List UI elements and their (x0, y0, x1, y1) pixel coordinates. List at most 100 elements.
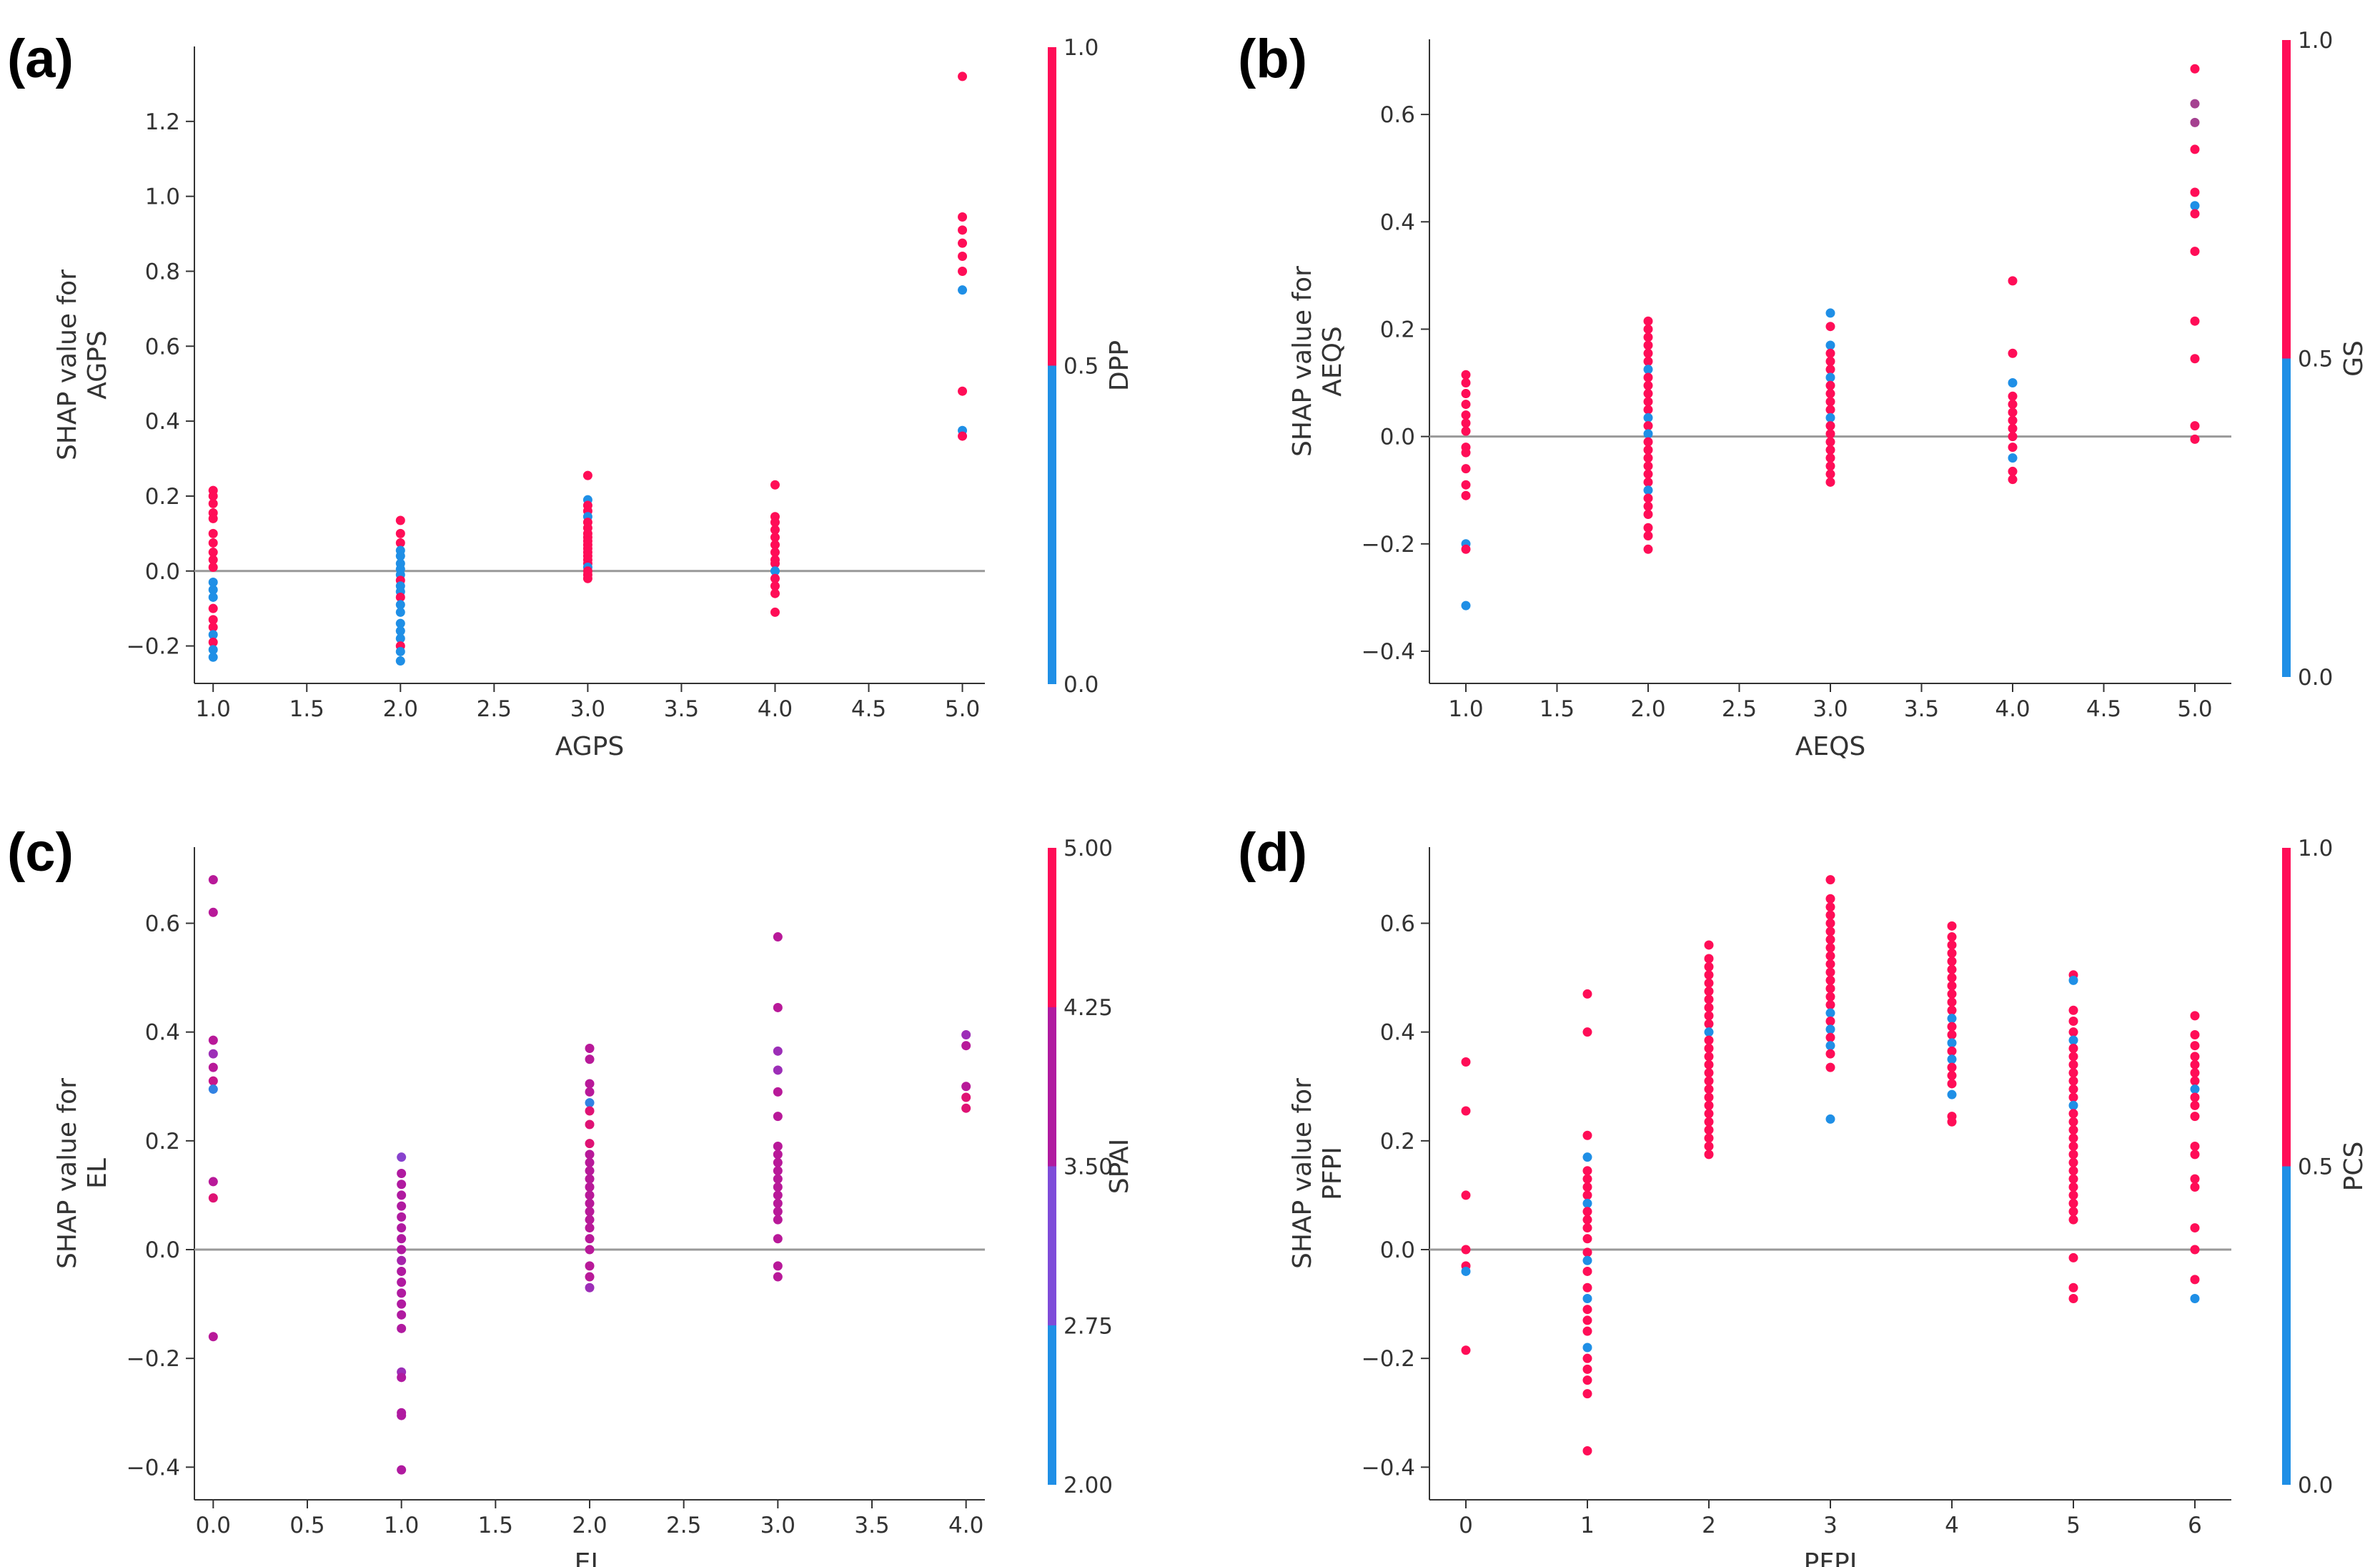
x-tick-label: 4.5 (851, 696, 886, 722)
data-point (1704, 1133, 1714, 1143)
data-point (1825, 380, 1835, 390)
data-point (1947, 981, 1957, 991)
data-point (208, 577, 218, 587)
data-point (2008, 423, 2018, 433)
data-point (1825, 453, 1835, 463)
y-tick-label: 0.4 (145, 1020, 180, 1046)
x-axis-label: AEQS (1795, 732, 1866, 761)
colorbar-bar (1048, 848, 1056, 1485)
data-point (208, 652, 218, 662)
data-point (1825, 412, 1835, 422)
data-point (961, 1092, 971, 1102)
data-point (2068, 1133, 2078, 1143)
y-tick-label: 0.4 (1380, 1020, 1415, 1046)
data-point (770, 588, 780, 598)
data-point (208, 528, 218, 538)
data-point (1825, 1008, 1835, 1018)
data-point (770, 533, 780, 543)
data-point (1461, 1345, 1471, 1355)
data-point (1704, 1092, 1714, 1102)
data-point (1643, 501, 1653, 511)
data-point (2008, 453, 2018, 463)
data-point (585, 1245, 595, 1255)
y-tick-label: −0.4 (1362, 1455, 1415, 1481)
x-tick-label: 2 (1702, 1513, 1716, 1538)
colorbar-tick-label: 0.0 (1063, 672, 1099, 698)
data-point (397, 1373, 407, 1383)
data-point (1947, 948, 1957, 958)
colorbar-label: DPP (1105, 340, 1134, 391)
data-point (773, 1234, 783, 1244)
data-point (582, 470, 592, 480)
data-point (2190, 1182, 2200, 1192)
data-point (397, 1234, 407, 1244)
data-point (1704, 1052, 1714, 1062)
data-point (1825, 943, 1835, 953)
data-point (2068, 1215, 2078, 1225)
data-point (958, 238, 968, 248)
data-point (2068, 1035, 2078, 1045)
data-point (770, 607, 780, 617)
data-point (585, 1106, 595, 1116)
data-point (770, 548, 780, 558)
data-point (1461, 1106, 1471, 1116)
x-tick-label: 4.5 (2086, 696, 2121, 722)
scatter-points (1461, 64, 2200, 611)
data-point (773, 1261, 783, 1271)
data-point (2068, 1016, 2078, 1026)
data-point (1643, 405, 1653, 415)
data-point (1643, 531, 1653, 541)
x-tick-label: 1.5 (1539, 696, 1575, 722)
x-tick-label: 4.0 (948, 1513, 983, 1538)
data-point (1643, 544, 1653, 554)
data-point (1643, 509, 1653, 519)
y-tick-label: 0.2 (1380, 1129, 1415, 1155)
x-tick-label: 2.5 (477, 696, 512, 722)
data-point (1461, 400, 1471, 410)
data-point (958, 431, 968, 441)
data-point (1825, 429, 1835, 439)
data-point (1582, 1343, 1592, 1353)
data-point (1825, 357, 1835, 366)
colorbar-tick-label: 1.0 (2298, 836, 2333, 861)
data-point (1704, 962, 1714, 972)
x-tick-label: 3 (1823, 1513, 1838, 1538)
data-point (397, 1266, 407, 1276)
data-point (2190, 1223, 2200, 1233)
data-point (2190, 1245, 2200, 1255)
data-point (1947, 1046, 1957, 1056)
data-point (1582, 1305, 1592, 1315)
data-point (585, 1150, 595, 1160)
data-point (1582, 1198, 1592, 1208)
data-point (2068, 1068, 2078, 1078)
y-axis-label: SHAP value forAEQS (1288, 266, 1347, 457)
data-point (1582, 1182, 1592, 1192)
colorbar: 2.00 2.75 3.50 4.25 5.00 SPAI (1048, 836, 1134, 1498)
data-point (2068, 975, 2078, 985)
data-point (770, 581, 780, 591)
data-point (1643, 412, 1653, 422)
data-point (2068, 1100, 2078, 1110)
data-point (773, 1087, 783, 1097)
data-point (1582, 1166, 1592, 1176)
data-point (1825, 919, 1835, 929)
data-point (208, 1084, 218, 1094)
data-point (2068, 1109, 2078, 1119)
data-point (1704, 994, 1714, 1004)
data-point (397, 1212, 407, 1222)
data-point (585, 1223, 595, 1233)
data-point (770, 558, 780, 568)
data-point (2068, 1207, 2078, 1217)
colorbar-tick-label: 5.00 (1063, 836, 1113, 861)
data-point (1643, 429, 1653, 439)
data-point (1582, 1315, 1592, 1325)
colorbar-tick-label: 3.50 (1063, 1155, 1113, 1180)
data-point (1643, 372, 1653, 382)
data-point (1947, 1089, 1957, 1099)
data-point (1825, 389, 1835, 399)
data-point (1643, 469, 1653, 479)
data-point (1582, 1282, 1592, 1292)
data-point (773, 1150, 783, 1160)
data-point (1582, 1234, 1592, 1244)
x-tick-label: 5 (2066, 1513, 2081, 1538)
